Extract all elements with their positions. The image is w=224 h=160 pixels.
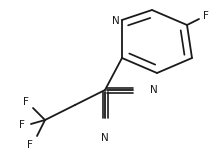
Text: N: N (112, 16, 120, 26)
Text: F: F (19, 120, 25, 130)
Text: F: F (203, 11, 209, 21)
Text: N: N (150, 85, 158, 95)
Text: F: F (23, 97, 29, 107)
Text: N: N (101, 133, 109, 143)
Text: F: F (27, 140, 33, 150)
